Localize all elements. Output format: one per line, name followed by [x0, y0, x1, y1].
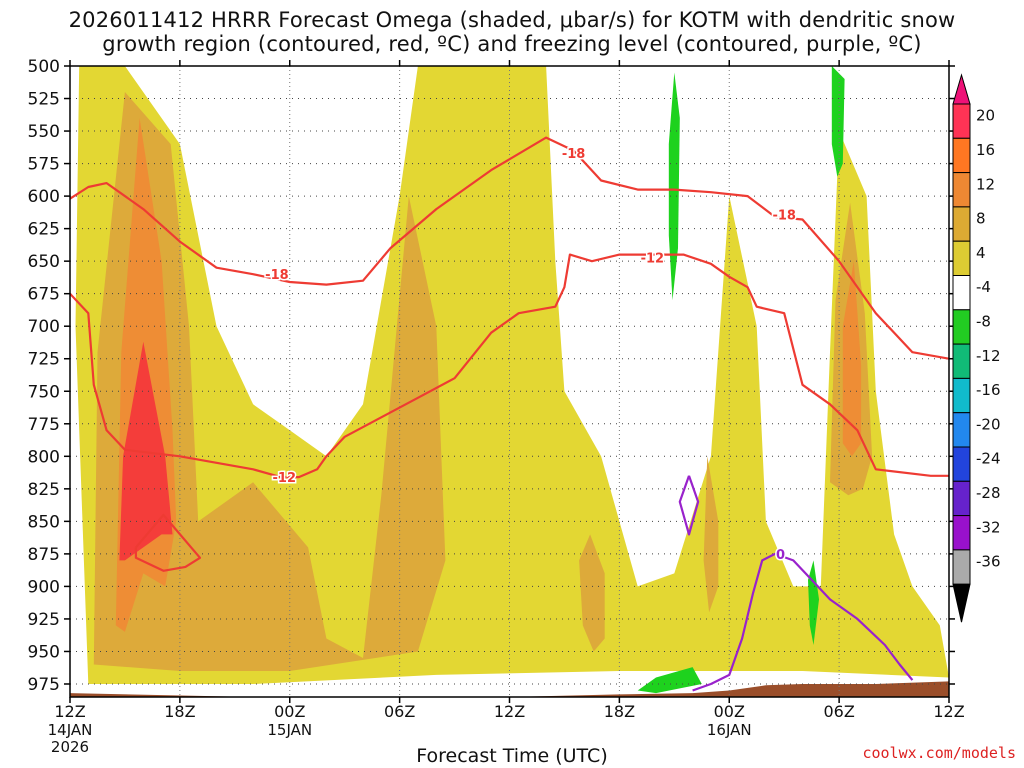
colorbar-segment-2	[952, 172, 971, 208]
colorbar-segment-13	[952, 549, 971, 585]
contour-line-2	[134, 513, 202, 572]
omega-region-1-level-8	[93, 92, 446, 671]
y-tick-label-825: 825	[28, 480, 60, 500]
y-tick-label-900: 900	[28, 577, 60, 597]
plot-content: -18 -18 -18 -12 -12 0	[70, 66, 949, 697]
contour-label-0-2: -18	[772, 208, 796, 223]
x-tick-label-1: 18Z	[164, 702, 195, 721]
colorbar-label-5: -4	[976, 278, 991, 296]
y-tick-label-675: 675	[28, 285, 60, 305]
x-tick-label-5: 18Z	[604, 702, 635, 721]
y-tick-label-525: 525	[28, 90, 60, 110]
colorbar-segment-7	[952, 343, 971, 379]
colorbar-label-9: -20	[976, 415, 1001, 433]
x-tick-label-0: 12Z	[54, 702, 85, 721]
y-tick-label-750: 750	[28, 382, 60, 402]
colorbar-segment-10	[952, 446, 971, 482]
omega-region-10-level--4	[808, 560, 819, 645]
colorbar-label-12: -32	[976, 518, 1001, 536]
contour-label-0-1: -18	[562, 147, 586, 162]
contour-line-4	[678, 475, 700, 536]
terrain-fill	[70, 681, 949, 697]
colorbar-label-3: 8	[976, 210, 986, 228]
x-tick-date-0: 14JAN	[48, 721, 93, 739]
contour-line-3	[692, 552, 914, 692]
contour-label-0-0: -18	[265, 268, 289, 283]
contour-label-1-0: -12	[273, 471, 297, 486]
chart-title-line-1: 2026011412 HRRR Forecast Omega (shaded, …	[68, 8, 956, 32]
y-tick-label-625: 625	[28, 220, 60, 240]
x-tick-date-2: 15JAN	[267, 721, 312, 739]
colorbar-segment-1	[952, 137, 971, 174]
y-tick-label-850: 850	[28, 512, 60, 532]
colorbar-label-2: 12	[976, 175, 995, 193]
colorbar-top-triangle	[952, 73, 971, 105]
y-tick-label-725: 725	[28, 350, 60, 370]
colorbar-segment-5	[952, 275, 971, 311]
colorbar-segment-4	[952, 240, 971, 276]
y-tick-label-800: 800	[28, 447, 60, 467]
colorbar-label-4: 4	[976, 244, 986, 262]
y-tick-label-550: 550	[28, 122, 60, 142]
colorbar-label-6: -8	[976, 313, 991, 331]
colorbar-segment-6	[952, 309, 971, 345]
omega-region-5-level-12	[842, 261, 862, 457]
x-tick-label-2: 00Z	[274, 702, 305, 721]
colorbar-label-10: -24	[976, 450, 1001, 468]
x-tick-label-7: 06Z	[823, 702, 854, 721]
chart-title-line-2: growth region (contoured, red, ºC) and f…	[102, 32, 922, 56]
omega-region-9-level--4	[831, 66, 845, 177]
x-tick-label-8: 12Z	[933, 702, 964, 721]
y-tick-label-950: 950	[28, 642, 60, 662]
omega-region-8-level--4	[668, 72, 680, 301]
colorbar-label-8: -16	[976, 381, 1001, 399]
colorbar-label-7: -12	[976, 347, 1001, 365]
y-tick-label-500: 500	[28, 57, 60, 77]
y-tick-label-975: 975	[28, 675, 60, 695]
contour-label-1-1: -12	[641, 251, 665, 266]
contour-line-0	[70, 136, 949, 360]
colorbar-segment-9	[952, 412, 971, 448]
y-tick-label-925: 925	[28, 610, 60, 630]
x-axis-title: Forecast Time (UTC)	[416, 745, 608, 767]
x-tick-label-3: 06Z	[384, 702, 415, 721]
y-tick-label-575: 575	[28, 155, 60, 175]
y-tick-label-600: 600	[28, 187, 60, 207]
colorbar-label-0: 20	[976, 107, 995, 125]
omega-region-11-level--4	[637, 667, 702, 694]
contour-label-3-0: 0	[776, 548, 785, 563]
x-tick-date-6: 16JAN	[707, 721, 752, 739]
omega-region-3-level-16	[119, 341, 173, 561]
y-tick-label-650: 650	[28, 252, 60, 272]
colorbar-segment-0	[952, 103, 971, 139]
colorbar-label-1: 16	[976, 141, 995, 159]
y-tick-label-875: 875	[28, 545, 60, 565]
x-tick-year-0: 2026	[51, 738, 89, 756]
y-tick-label-700: 700	[28, 317, 60, 337]
colorbar-segment-3	[952, 206, 971, 242]
colorbar-segment-11	[952, 480, 971, 517]
colorbar-label-11: -28	[976, 484, 1001, 502]
omega-region-0-level-4	[75, 66, 949, 684]
x-tick-label-4: 12Z	[494, 702, 525, 721]
colorbar-segment-12	[952, 515, 971, 551]
omega-region-6-level-8	[579, 534, 605, 652]
colorbar-segment-8	[952, 377, 971, 414]
x-tick-label-6: 00Z	[714, 702, 745, 721]
contour-line-1	[70, 253, 949, 479]
source-watermark[interactable]: coolwx.com/models	[862, 744, 1016, 762]
colorbar-bottom-triangle	[952, 583, 971, 623]
y-tick-label-775: 775	[28, 415, 60, 435]
colorbar-label-13: -36	[976, 553, 1001, 571]
omega-region-7-level-8	[703, 456, 719, 613]
